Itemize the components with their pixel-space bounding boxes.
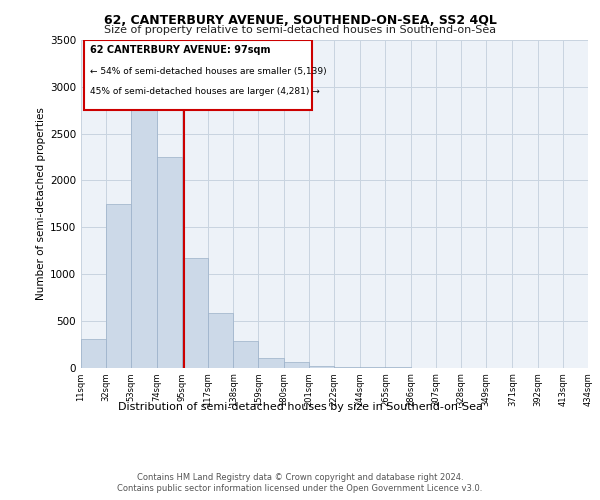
Bar: [309, 366, 334, 368]
Bar: [284, 362, 309, 368]
Y-axis label: Number of semi-detached properties: Number of semi-detached properties: [36, 108, 46, 300]
Bar: [131, 94, 157, 368]
Text: Distribution of semi-detached houses by size in Southend-on-Sea: Distribution of semi-detached houses by …: [118, 402, 482, 412]
Bar: [106, 204, 131, 368]
Text: 62 CANTERBURY AVENUE: 97sqm: 62 CANTERBURY AVENUE: 97sqm: [89, 45, 270, 55]
Bar: [157, 157, 182, 368]
Bar: [208, 313, 233, 368]
Text: 62, CANTERBURY AVENUE, SOUTHEND-ON-SEA, SS2 4QL: 62, CANTERBURY AVENUE, SOUTHEND-ON-SEA, …: [104, 14, 496, 27]
Text: Size of property relative to semi-detached houses in Southend-on-Sea: Size of property relative to semi-detach…: [104, 25, 496, 35]
Text: ← 54% of semi-detached houses are smaller (5,139): ← 54% of semi-detached houses are smalle…: [89, 67, 326, 76]
Bar: [259, 358, 284, 368]
Text: Contains public sector information licensed under the Open Government Licence v3: Contains public sector information licen…: [118, 484, 482, 493]
Text: 45% of semi-detached houses are larger (4,281) →: 45% of semi-detached houses are larger (…: [89, 88, 319, 96]
Bar: [81, 340, 106, 367]
Bar: [182, 258, 208, 368]
Bar: [83, 40, 311, 110]
Bar: [233, 342, 259, 367]
Text: Contains HM Land Registry data © Crown copyright and database right 2024.: Contains HM Land Registry data © Crown c…: [137, 472, 463, 482]
